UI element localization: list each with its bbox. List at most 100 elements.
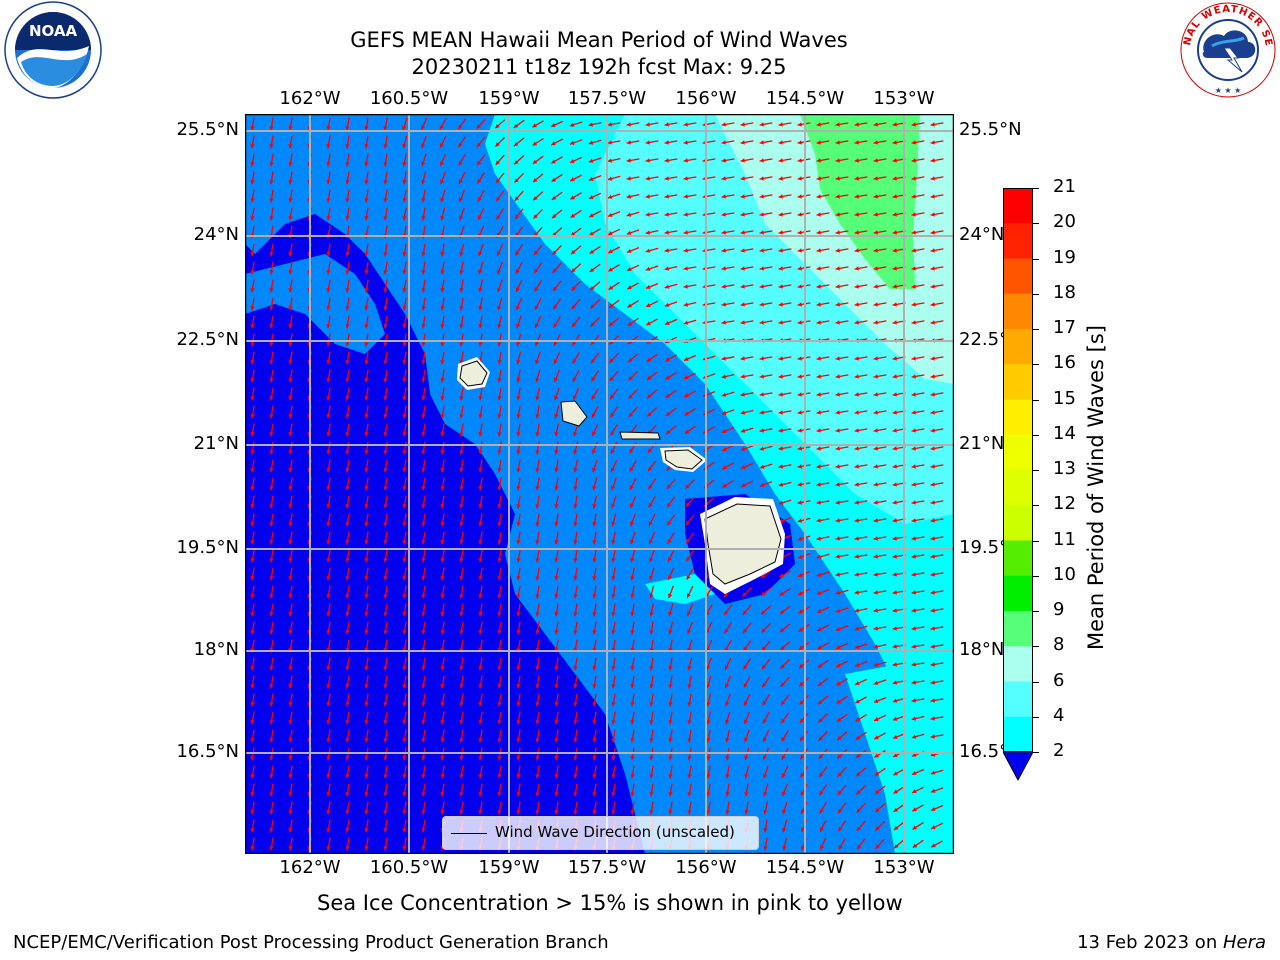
wind-wave-arrow — [687, 675, 692, 689]
wind-wave-arrow — [288, 567, 293, 581]
wind-wave-arrow — [515, 297, 523, 311]
colorbar-tick-label: 14 — [1053, 422, 1076, 444]
wind-wave-arrow — [611, 783, 616, 797]
wind-wave-arrow — [668, 585, 674, 599]
wind-wave-arrow — [930, 464, 944, 469]
wind-wave-arrow — [854, 500, 868, 505]
wind-wave-arrow — [326, 567, 331, 581]
wind-wave-arrow — [683, 248, 697, 253]
wind-wave-arrow — [721, 212, 735, 217]
wind-wave-arrow — [494, 119, 506, 129]
wind-wave-arrow — [439, 153, 447, 167]
wind-wave-arrow — [288, 603, 293, 617]
wind-wave-arrow — [610, 477, 618, 491]
wind-wave-arrow — [421, 585, 426, 599]
wind-wave-arrow — [476, 136, 486, 148]
colorbar — [1002, 188, 1034, 782]
wind-wave-arrow — [835, 500, 849, 505]
wind-wave-arrow — [611, 729, 616, 743]
wind-wave-arrow — [440, 603, 445, 617]
wind-wave-arrow — [816, 410, 830, 415]
wind-wave-arrow — [911, 464, 925, 469]
wind-wave-arrow — [630, 783, 635, 797]
wind-wave-arrow — [725, 801, 730, 815]
lat-tick-label-right: 25.5°N — [959, 119, 1022, 140]
wind-wave-arrow — [930, 734, 944, 739]
wind-wave-arrow — [383, 531, 388, 545]
wind-wave-arrow — [816, 248, 830, 253]
colorbar-tick-mark — [1033, 716, 1039, 718]
wind-wave-arrow — [911, 644, 925, 649]
wind-wave-arrow — [592, 459, 598, 473]
wind-wave-arrow — [835, 158, 849, 163]
wind-wave-arrow — [440, 459, 445, 473]
wind-wave-arrow — [553, 351, 561, 365]
wind-wave-arrow — [569, 139, 583, 145]
wind-wave-arrow — [646, 371, 658, 381]
wind-wave-arrow — [873, 194, 887, 199]
wind-wave-arrow — [930, 840, 944, 848]
wind-wave-arrow — [326, 387, 331, 401]
wind-wave-arrow — [345, 135, 350, 149]
wind-wave-arrow — [630, 675, 635, 689]
wind-wave-arrow — [592, 477, 598, 491]
wind-wave-arrow — [533, 208, 543, 220]
wind-wave-arrow — [873, 679, 887, 685]
wind-wave-arrow — [778, 194, 792, 199]
wind-wave-arrow — [288, 387, 293, 401]
wind-wave-arrow — [250, 387, 255, 401]
wind-wave-arrow — [630, 693, 635, 707]
wind-wave-arrow — [760, 605, 772, 615]
wind-wave-arrow — [532, 137, 544, 147]
wind-wave-arrow — [459, 405, 464, 419]
wind-wave-arrow — [589, 281, 601, 291]
wind-wave-arrow — [590, 370, 600, 382]
wind-wave-arrow — [440, 279, 445, 293]
wind-wave-arrow — [383, 513, 388, 527]
wind-wave-arrow — [440, 711, 445, 725]
wind-wave-arrow — [269, 423, 274, 437]
wind-wave-arrow — [611, 801, 616, 815]
wind-wave-arrow — [664, 265, 678, 271]
wind-wave-arrow — [269, 837, 274, 851]
wind-wave-arrow — [383, 603, 388, 617]
wind-wave-arrow — [402, 351, 407, 365]
wind-wave-arrow — [535, 711, 540, 725]
wind-wave-arrow — [383, 369, 388, 383]
wind-wave-arrow — [911, 320, 925, 325]
wind-wave-arrow — [740, 212, 754, 217]
wind-wave-arrow — [647, 460, 657, 472]
wind-wave-arrow — [856, 838, 866, 850]
wind-wave-arrow — [664, 354, 678, 362]
wind-wave-arrow — [856, 802, 866, 814]
lon-tick-label-bot: 156°W — [675, 857, 737, 878]
wind-wave-arrow — [288, 261, 293, 275]
wind-wave-arrow — [665, 372, 677, 380]
wind-wave-arrow — [873, 732, 887, 740]
wind-wave-arrow — [760, 587, 772, 597]
colorbar-segment — [1003, 364, 1033, 400]
wind-wave-arrow — [816, 194, 830, 199]
wind-wave-arrow — [725, 783, 730, 797]
map-legend: Wind Wave Direction (unscaled) — [442, 816, 759, 850]
wind-wave-arrow — [835, 589, 849, 595]
wind-wave-arrow — [647, 478, 657, 490]
wind-wave-arrow — [269, 477, 274, 491]
wind-wave-arrow — [873, 122, 887, 127]
wind-wave-arrow — [326, 585, 331, 599]
wind-wave-arrow — [779, 623, 791, 633]
wind-wave-arrow — [724, 675, 732, 689]
wind-wave-arrow — [721, 140, 735, 145]
wind-wave-arrow — [269, 783, 274, 797]
wind-wave-arrow — [497, 531, 502, 545]
wind-wave-arrow — [721, 248, 735, 253]
wind-wave-arrow — [478, 801, 483, 815]
wind-wave-arrow — [402, 315, 407, 329]
wind-wave-arrow — [684, 408, 696, 416]
wind-wave-arrow — [364, 261, 369, 275]
wind-wave-arrow — [269, 117, 274, 131]
wind-wave-arrow — [364, 783, 369, 797]
wind-wave-arrow — [383, 279, 388, 293]
wind-wave-arrow — [724, 657, 732, 671]
wind-wave-arrow — [269, 351, 274, 365]
